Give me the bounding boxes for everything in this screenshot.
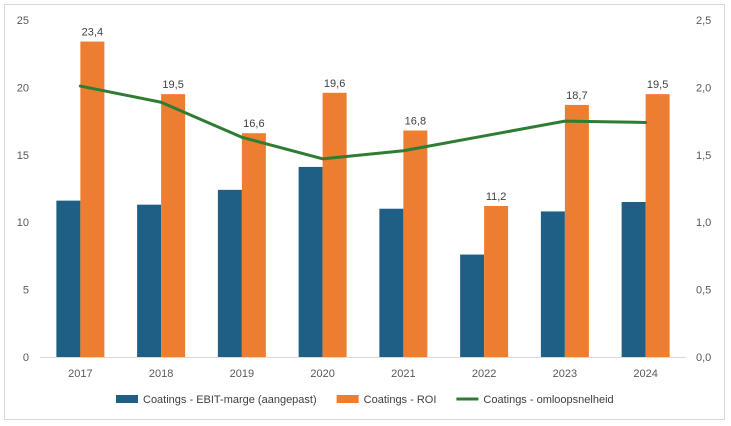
bar [80, 41, 105, 358]
y-right-tick-label: 2,0 [696, 82, 711, 94]
bar [217, 189, 242, 357]
y-left-tick-label: 0 [23, 352, 29, 364]
y-right-tick-label: 0,0 [696, 352, 711, 364]
bar [484, 206, 509, 357]
data-label: 16,8 [405, 116, 426, 128]
bar [540, 211, 565, 357]
bar [298, 166, 323, 357]
x-tick-label: 2022 [472, 368, 496, 380]
data-label: 11,2 [486, 191, 507, 203]
data-label: 16,6 [243, 118, 264, 130]
x-tick-label: 2018 [149, 368, 173, 380]
bar [460, 254, 485, 357]
legend-label: Coatings - omloopsnelheid [483, 394, 613, 406]
bar [645, 94, 670, 357]
bar [379, 208, 404, 357]
y-right-tick-label: 2,5 [696, 15, 711, 27]
x-tick-label: 2019 [230, 368, 254, 380]
series-line [78, 84, 648, 161]
bar [241, 133, 266, 357]
y-left-tick-label: 10 [17, 217, 29, 229]
chart-frame [4, 4, 725, 420]
legend-swatch [336, 395, 359, 403]
x-tick-label: 2021 [391, 368, 415, 380]
y-left-tick-label: 20 [17, 82, 29, 94]
y-left-tick-label: 15 [17, 150, 29, 162]
data-label: 19,6 [324, 78, 345, 90]
y-right-tick-label: 1,0 [696, 217, 711, 229]
y-right-tick-label: 1,5 [696, 150, 711, 162]
bar [621, 201, 646, 357]
data-label: 23,4 [82, 27, 103, 39]
x-tick-label: 2023 [553, 368, 577, 380]
data-label: 19,5 [162, 79, 183, 91]
y-left-tick-label: 25 [17, 15, 29, 27]
y-right-tick-label: 0,5 [696, 285, 711, 297]
data-label: 19,5 [647, 79, 668, 91]
bar [137, 204, 162, 357]
legend-label: Coatings - EBIT-marge (aangepast) [143, 394, 317, 406]
legend-swatch [116, 395, 138, 403]
bar [161, 94, 186, 357]
bar [403, 130, 428, 357]
x-tick-label: 2024 [633, 368, 657, 380]
bar [564, 104, 589, 357]
x-tick-label: 2017 [68, 368, 92, 380]
bar [322, 92, 347, 358]
bar [56, 200, 81, 357]
x-tick-label: 2020 [310, 368, 334, 380]
legend-label: Coatings - ROI [364, 394, 437, 406]
y-left-tick-label: 5 [23, 285, 29, 297]
data-label: 18,7 [566, 90, 587, 102]
